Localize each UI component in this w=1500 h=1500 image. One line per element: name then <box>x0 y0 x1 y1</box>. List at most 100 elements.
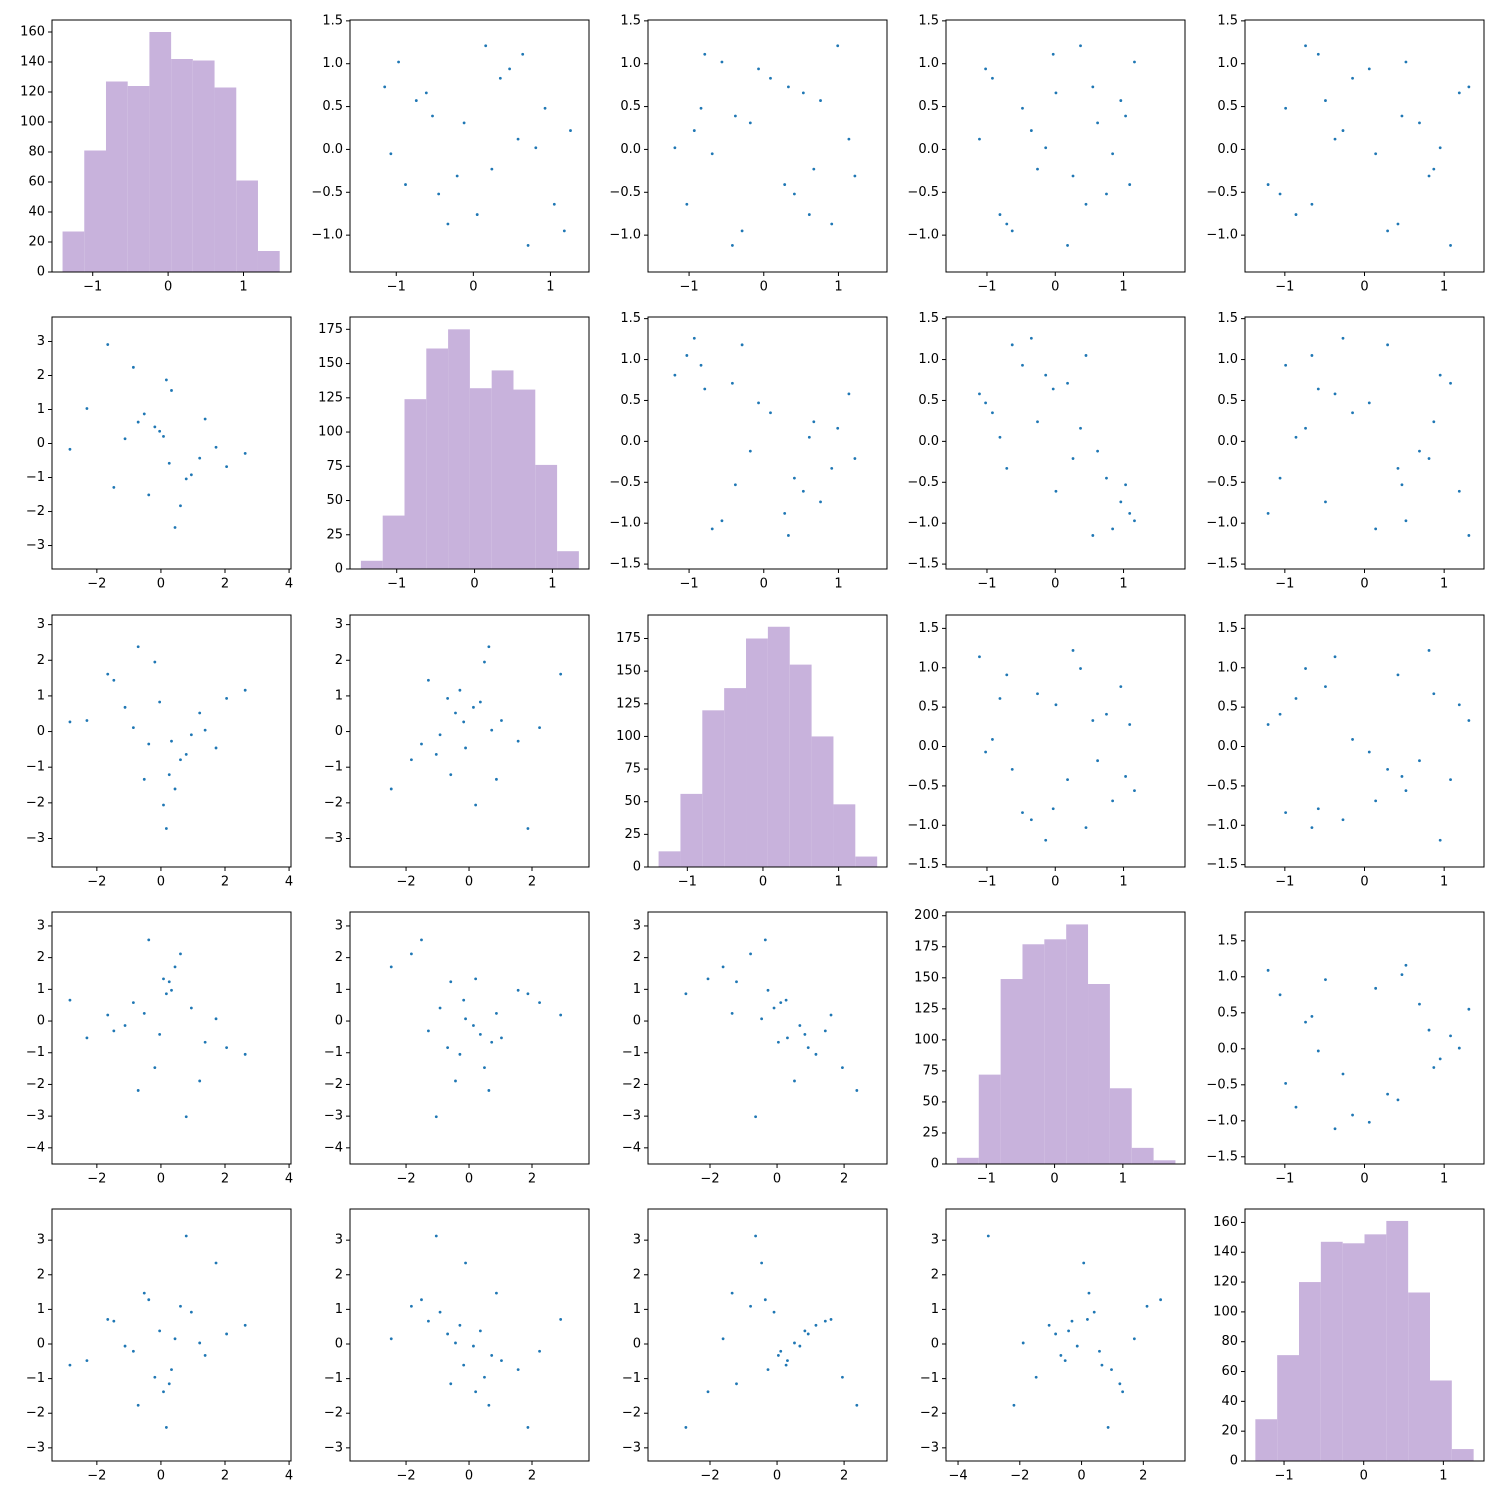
y-tick-label: 0.0 <box>620 142 641 157</box>
x-tick-label: 2 <box>840 1172 848 1187</box>
point <box>1333 392 1337 396</box>
point <box>446 222 450 226</box>
point <box>1467 534 1471 537</box>
point <box>153 1066 157 1070</box>
point <box>684 1426 688 1429</box>
subplot: −1 0 1 0 25 50 75 100 125 150 175 200 <box>914 908 1186 1187</box>
point <box>803 1329 807 1333</box>
point <box>986 1234 990 1238</box>
point <box>730 1291 734 1295</box>
y-tick-label: 1.0 <box>1217 660 1238 675</box>
point <box>243 688 247 692</box>
point <box>1051 807 1055 811</box>
x-tick-label: 1 <box>1440 577 1448 592</box>
point <box>490 1354 494 1357</box>
hist-bar <box>1153 1160 1176 1164</box>
point <box>516 1368 520 1372</box>
point <box>855 1403 859 1407</box>
y-tick-label: −1 <box>26 760 45 775</box>
point <box>1324 99 1327 102</box>
point <box>189 733 193 737</box>
subplot: −2 0 2 −3 −2 −1 0 1 2 3 <box>622 1208 888 1484</box>
point <box>85 1359 89 1363</box>
point <box>142 412 146 416</box>
point <box>106 672 110 676</box>
point <box>787 85 790 89</box>
y-tick-label: −1.5 <box>609 557 641 572</box>
y-tick-label: 0.5 <box>1217 1005 1238 1020</box>
y-tick-label: −0.5 <box>1206 778 1238 793</box>
x-tick-label: 0 <box>164 280 172 295</box>
point <box>521 52 525 56</box>
x-tick-label: 0 <box>1360 1172 1368 1187</box>
y-tick-label: −0.5 <box>907 185 939 200</box>
point <box>464 1261 467 1265</box>
y-tick-label: 125 <box>616 696 641 711</box>
point <box>446 1046 450 1050</box>
point <box>474 803 478 807</box>
axes-frame <box>349 316 590 570</box>
point <box>1449 778 1452 781</box>
point <box>462 121 466 125</box>
point <box>823 1029 827 1033</box>
point <box>1096 759 1099 763</box>
hist-bar <box>1451 1449 1474 1461</box>
point <box>478 1329 482 1333</box>
point <box>167 773 171 777</box>
hist-bar <box>535 464 558 569</box>
point <box>1374 986 1378 990</box>
point <box>1449 381 1452 385</box>
point <box>112 678 116 682</box>
point <box>787 534 790 537</box>
point <box>998 435 1002 439</box>
y-tick-label: −2 <box>622 1077 641 1092</box>
subplot: −1 0 1 −1.5 −1.0 −0.5 0.0 0.5 1.0 1.5 <box>907 614 1186 890</box>
y-tick-label: 100 <box>1213 1304 1238 1319</box>
x-tick-label: 0 <box>470 577 478 592</box>
y-tick-label: −3 <box>324 1440 343 1455</box>
point <box>779 1001 783 1005</box>
point <box>1029 129 1033 132</box>
hist-bar <box>833 804 856 867</box>
subplot: −1 0 1 −1.0 −0.5 0.0 0.5 1.0 1.5 <box>1206 13 1485 295</box>
point <box>1029 818 1033 822</box>
y-tick-label: 1.5 <box>1217 933 1238 948</box>
x-tick-label: −2 <box>700 1469 719 1484</box>
hist-bar <box>789 664 812 867</box>
point <box>173 965 177 969</box>
point <box>1432 1066 1436 1069</box>
hist-bar <box>214 87 237 272</box>
x-tick-label: −2 <box>87 1172 106 1187</box>
point <box>1084 826 1088 830</box>
subplot: −1 0 1 −1.0 −0.5 0.0 0.5 1.0 1.5 <box>609 13 888 295</box>
y-tick-label: −4 <box>324 1140 343 1155</box>
y-tick-label: 75 <box>922 1063 939 1078</box>
point <box>131 365 135 369</box>
y-tick-label: 25 <box>326 527 343 542</box>
point <box>1294 697 1298 700</box>
point <box>1400 973 1404 977</box>
x-tick-label: 1 <box>1439 1469 1447 1484</box>
point <box>1071 457 1075 460</box>
y-tick-label: 125 <box>318 390 343 405</box>
point <box>784 998 788 1002</box>
x-tick-label: −2 <box>396 1172 415 1187</box>
y-tick-label: 80 <box>1221 1334 1238 1349</box>
y-tick-label: 3 <box>37 617 45 632</box>
point <box>483 1375 486 1379</box>
y-tick-label: 0 <box>931 1157 939 1172</box>
point <box>754 1234 758 1238</box>
y-tick-label: 2 <box>335 653 343 668</box>
point <box>136 420 140 424</box>
x-tick-label: −4 <box>948 1469 967 1484</box>
axes-frame <box>945 316 1186 570</box>
point <box>397 60 400 64</box>
point <box>1316 52 1320 56</box>
y-tick-label: 1.0 <box>918 56 939 71</box>
y-tick-label: 200 <box>914 908 939 923</box>
y-tick-label: 1 <box>335 1302 343 1317</box>
point <box>1351 1113 1354 1117</box>
point <box>1119 685 1123 689</box>
point <box>131 1001 135 1005</box>
point <box>721 965 725 969</box>
